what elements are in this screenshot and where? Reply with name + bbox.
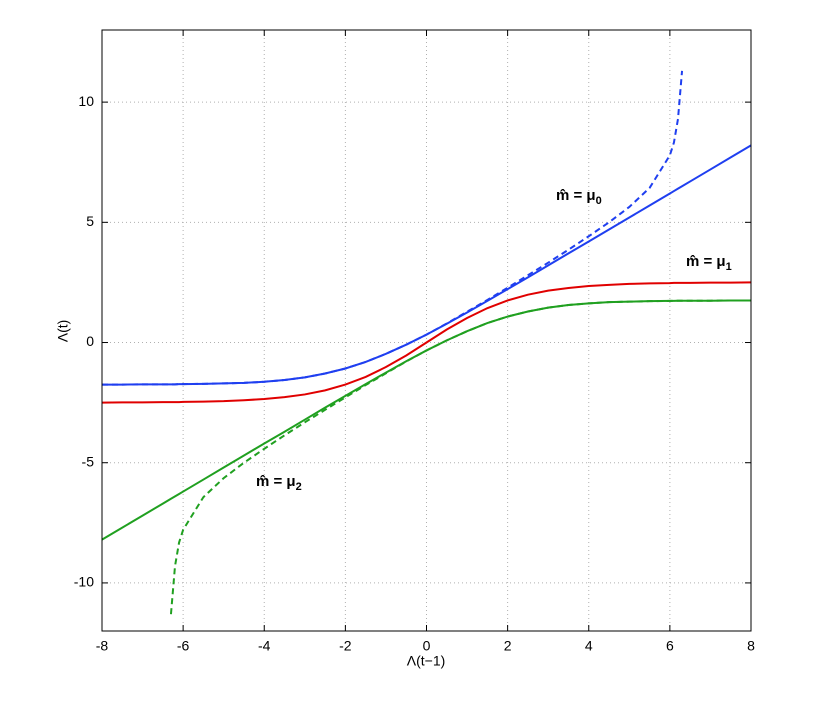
y-tick-label: -5 bbox=[82, 453, 95, 469]
x-axis-label: Λ(t−1) bbox=[407, 653, 446, 669]
y-axis-label: Λ(t) bbox=[55, 320, 71, 343]
y-tick-label: 5 bbox=[86, 213, 94, 229]
series-line bbox=[101, 281, 752, 404]
series-line bbox=[169, 299, 751, 615]
x-tick-label: -6 bbox=[177, 638, 190, 654]
axes-box bbox=[101, 29, 752, 632]
annotation-subscript: 0 bbox=[596, 195, 602, 207]
x-tick-label: -2 bbox=[339, 638, 352, 654]
series-line bbox=[101, 299, 751, 541]
series-line bbox=[102, 144, 752, 386]
series-line bbox=[102, 70, 684, 386]
x-tick-label: 2 bbox=[504, 638, 512, 654]
x-tick-label: 4 bbox=[585, 638, 593, 654]
y-tick-label: 0 bbox=[86, 333, 94, 349]
annotation-subscript: 2 bbox=[296, 481, 302, 493]
annotation: m̂ = μ0 bbox=[556, 187, 602, 207]
annotation-text: m̂ = μ bbox=[556, 187, 596, 204]
annotation: m̂ = μ1 bbox=[686, 253, 732, 273]
annotation-text: m̂ = μ bbox=[256, 473, 296, 490]
annotation: m̂ = μ2 bbox=[256, 473, 302, 493]
x-tick-label: -4 bbox=[258, 638, 271, 654]
annotation-subscript: 1 bbox=[726, 261, 732, 273]
x-tick-label: 8 bbox=[747, 638, 755, 654]
x-tick-label: 6 bbox=[666, 638, 674, 654]
annotation-text: m̂ = μ bbox=[686, 253, 726, 270]
x-tick-label: 0 bbox=[423, 638, 431, 654]
x-tick-label: -8 bbox=[96, 638, 109, 654]
y-tick-label: 10 bbox=[78, 93, 94, 109]
y-tick-label: -10 bbox=[74, 574, 94, 590]
